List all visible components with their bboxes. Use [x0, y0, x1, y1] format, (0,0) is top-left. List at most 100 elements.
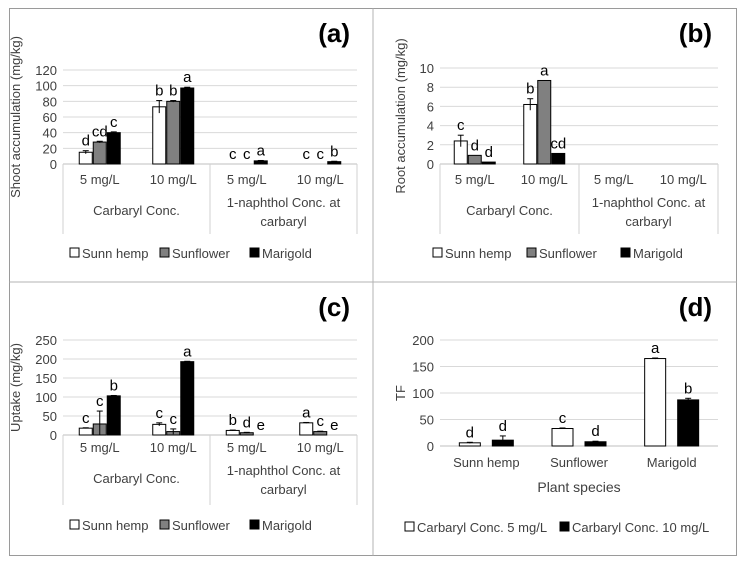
legend-label: Sunn hemp — [82, 518, 149, 533]
legend-swatch — [249, 519, 260, 530]
y-axis-label: TF — [393, 385, 408, 401]
y-tick-label: 150 — [35, 371, 57, 386]
legend-label: Sunflower — [539, 246, 597, 261]
legend-label: Marigold — [633, 246, 683, 261]
y-tick-label: 8 — [427, 80, 434, 95]
y-tick-label: 150 — [412, 360, 434, 375]
panel-label: (a) — [318, 18, 350, 48]
bar — [677, 399, 700, 447]
significance-label: a — [183, 69, 192, 86]
x-tick-label: 5 mg/L — [594, 172, 634, 187]
legend-label: Marigold — [262, 518, 312, 533]
y-tick-label: 20 — [43, 141, 57, 156]
significance-label: b — [155, 83, 163, 100]
significance-label: b — [169, 83, 177, 100]
y-tick-label: 200 — [412, 333, 434, 348]
group-label: Carbaryl Conc. — [93, 471, 180, 486]
bar — [180, 361, 195, 436]
significance-label: c — [457, 117, 465, 134]
bar — [225, 429, 240, 436]
legend-label: Sunflower — [172, 246, 230, 261]
y-tick-label: 6 — [427, 99, 434, 114]
significance-label: b — [229, 412, 237, 429]
group-label: 1-naphthol Conc. at — [592, 195, 706, 210]
legend-swatch — [432, 247, 443, 258]
significance-label: d — [82, 133, 90, 150]
significance-label: d — [485, 144, 493, 161]
y-tick-label: 0 — [427, 157, 434, 172]
bar — [78, 151, 93, 165]
y-tick-label: 200 — [35, 352, 57, 367]
x-tick-label: 10 mg/L — [521, 172, 568, 187]
bar — [106, 132, 121, 165]
legend-swatch — [620, 247, 631, 258]
significance-label: c — [156, 405, 164, 422]
legend-swatch — [526, 247, 537, 258]
bar — [644, 358, 667, 447]
significance-label: c — [96, 393, 104, 410]
bar — [481, 161, 496, 165]
group-label-cont: carbaryl — [625, 214, 671, 229]
x-tick-label: 5 mg/L — [227, 172, 267, 187]
group-label: Carbaryl Conc. — [93, 203, 180, 218]
bar — [584, 441, 607, 447]
significance-label: a — [183, 343, 192, 360]
significance-label: b — [330, 143, 338, 160]
y-tick-label: 0 — [50, 428, 57, 443]
y-axis-label: Shoot accumulation (mg/kg) — [8, 36, 23, 198]
significance-label: c — [317, 146, 325, 163]
bar — [551, 152, 566, 165]
significance-label: b — [684, 380, 692, 397]
y-tick-label: 50 — [420, 413, 434, 428]
group-label: Carbaryl Conc. — [466, 203, 553, 218]
x-tick-label: 10 mg/L — [150, 172, 197, 187]
significance-label: cd — [92, 123, 108, 140]
significance-label: c — [229, 146, 237, 163]
significance-label: a — [257, 142, 266, 159]
x-tick-label: Sunn hemp — [453, 455, 520, 470]
significance-label: c — [243, 146, 251, 163]
x-tick-label: 5 mg/L — [80, 172, 120, 187]
chart-panel-2: 0 2 4 6 8 10 Root accumulation (mg/kg) (b) 5 mg/… — [393, 18, 719, 261]
y-tick-label: 0 — [50, 157, 57, 172]
x-tick-label: 10 mg/L — [297, 172, 344, 187]
significance-label: b — [110, 377, 118, 394]
legend-label: Sunn hemp — [82, 246, 149, 261]
legend-label: Carbaryl Conc. 10 mg/L — [572, 520, 709, 535]
bar — [537, 79, 552, 165]
y-axis-label: Root accumulation (mg/kg) — [393, 38, 408, 193]
x-tick-label: Sunflower — [550, 455, 608, 470]
legend-label: Sunflower — [172, 518, 230, 533]
y-tick-label: 100 — [35, 79, 57, 94]
significance-label: d — [466, 424, 474, 441]
significance-label: c — [82, 410, 90, 427]
bar — [467, 154, 482, 165]
significance-label: c — [559, 410, 567, 427]
bar — [551, 428, 574, 447]
bar — [253, 160, 268, 165]
x-tick-label: Marigold — [647, 455, 697, 470]
bar — [299, 422, 314, 436]
legend-swatch — [249, 247, 260, 258]
significance-label: d — [471, 137, 479, 154]
significance-label: c — [170, 411, 178, 428]
legend-label: Marigold — [262, 246, 312, 261]
y-tick-label: 100 — [35, 390, 57, 405]
bar — [92, 141, 107, 165]
significance-label: b — [526, 81, 534, 98]
x-tick-label: 10 mg/L — [660, 172, 707, 187]
significance-label: d — [243, 414, 251, 431]
x-tick-label: 5 mg/L — [455, 172, 495, 187]
bar — [152, 423, 167, 436]
panel-label: (d) — [679, 292, 712, 322]
y-tick-label: 10 — [420, 61, 434, 76]
x-axis-label: Plant species — [537, 479, 620, 495]
legend-swatch — [404, 521, 415, 532]
group-label-cont: carbaryl — [260, 214, 306, 229]
significance-label: a — [302, 404, 311, 421]
bar — [152, 106, 167, 165]
x-tick-label: 5 mg/L — [227, 440, 267, 455]
